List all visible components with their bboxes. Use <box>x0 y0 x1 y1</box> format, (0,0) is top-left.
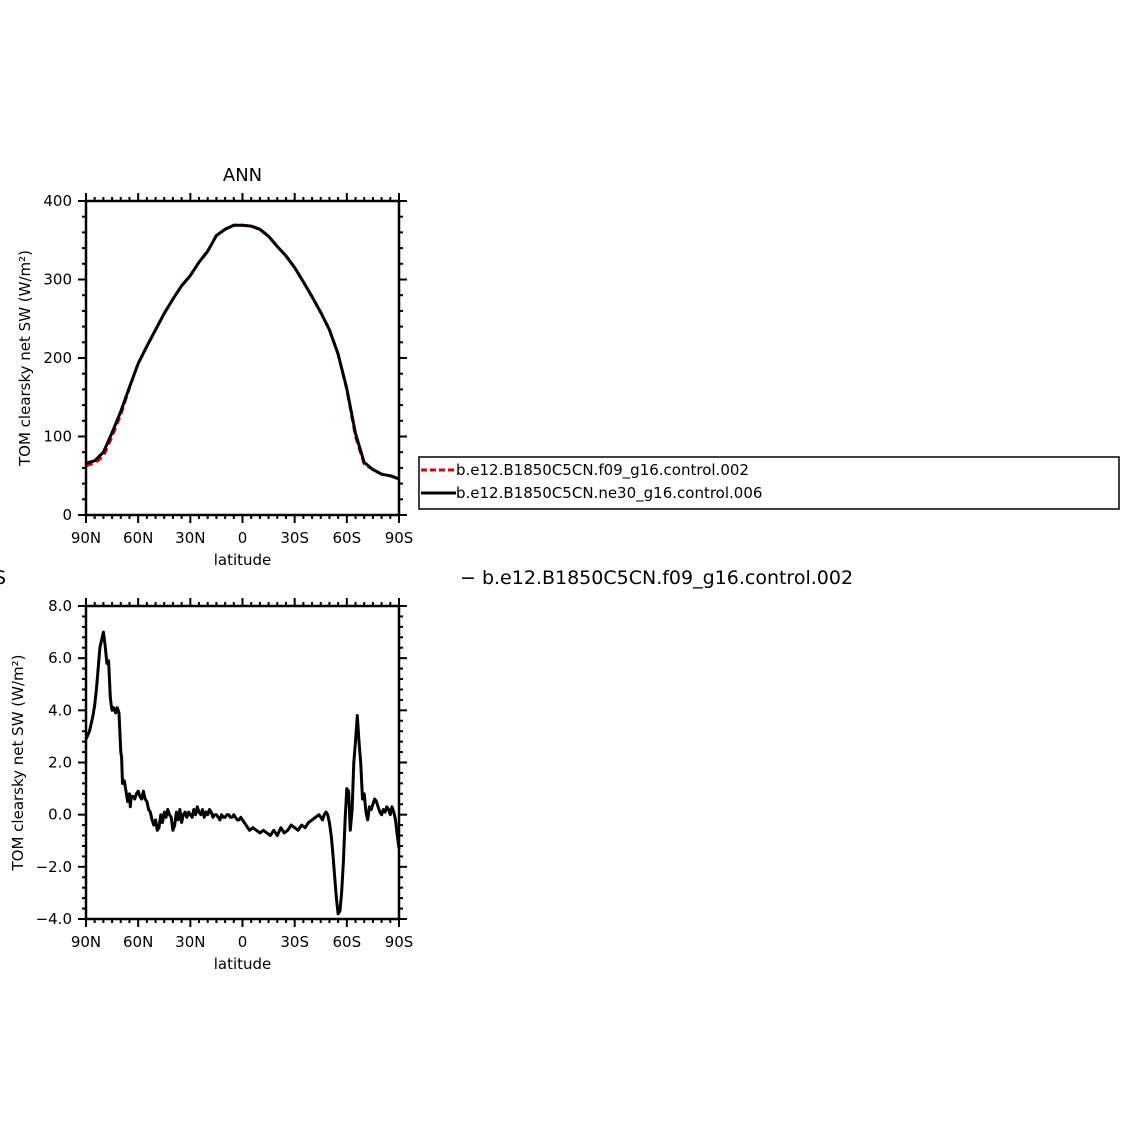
y-tick-label: −2.0 <box>36 858 72 876</box>
y-tick-label: 200 <box>43 349 72 367</box>
y-tick-label: −4.0 <box>36 910 72 928</box>
bottom-panel: 90N 60N 30N 0 30S 60S 90S −4.0 −2.0 0.0 2.0 4.0 6.0 8… <box>0 567 853 973</box>
x-tick-label: 90S <box>385 933 414 951</box>
series-line-1 <box>85 223 400 481</box>
series-line-0 <box>84 630 401 916</box>
x-axis-label: latitude <box>214 551 272 569</box>
x-tick-label: 30N <box>175 933 205 951</box>
x-tick-label: 60S <box>333 529 362 547</box>
x-tick-label: 30N <box>175 529 205 547</box>
x-axis-label: latitude <box>214 955 272 973</box>
plot-frame <box>84 199 401 517</box>
legend: b.e12.B1850C5CN.f09_g16.control.002 b.e12… <box>418 456 1120 510</box>
y-axis-label: TOM clearsky net SW (W/m²) <box>16 250 34 467</box>
y-tick-label: 400 <box>43 192 72 210</box>
top-panel: 90N 60N 30N 0 30S 60S 90S 0 100 200 300 400 latitude… <box>16 165 1120 569</box>
y-tick-label: 4.0 <box>48 701 72 719</box>
legend-box <box>418 456 1120 510</box>
x-tick-label: 60S <box>333 933 362 951</box>
x-tick-label: 0 <box>238 529 248 547</box>
x-tick-label: 30S <box>280 529 309 547</box>
plot-frame <box>84 604 401 921</box>
x-tick-label: 0 <box>238 933 248 951</box>
y-tick-label: 100 <box>43 428 72 446</box>
y-tick-label: 300 <box>43 271 72 289</box>
y-tick-label: 0.0 <box>48 806 72 824</box>
x-tick-label: 90N <box>71 933 101 951</box>
clipped-title-fragment: S <box>0 567 6 589</box>
chart-title: ANN <box>223 165 262 186</box>
x-tick-label: 30S <box>280 933 309 951</box>
y-tick-label: 6.0 <box>48 649 72 667</box>
difference-legend-label: − b.e12.B1850C5CN.f09_g16.control.002 <box>460 567 853 589</box>
x-tick-label: 90S <box>385 529 414 547</box>
legend-label-0: b.e12.B1850C5CN.f09_g16.control.002 <box>456 461 749 480</box>
y-tick-label: 0 <box>62 506 72 524</box>
y-axis-label: TOM clearsky net SW (W/m²) <box>9 654 27 871</box>
x-tick-label: 90N <box>71 529 101 547</box>
x-tick-label: 60N <box>123 933 153 951</box>
y-tick-label: 2.0 <box>48 754 72 772</box>
x-tick-label: 60N <box>123 529 153 547</box>
y-tick-label: 8.0 <box>48 597 72 615</box>
legend-label-1: b.e12.B1850C5CN.ne30_g16.control.006 <box>456 484 762 503</box>
series-line-0 <box>85 223 400 480</box>
